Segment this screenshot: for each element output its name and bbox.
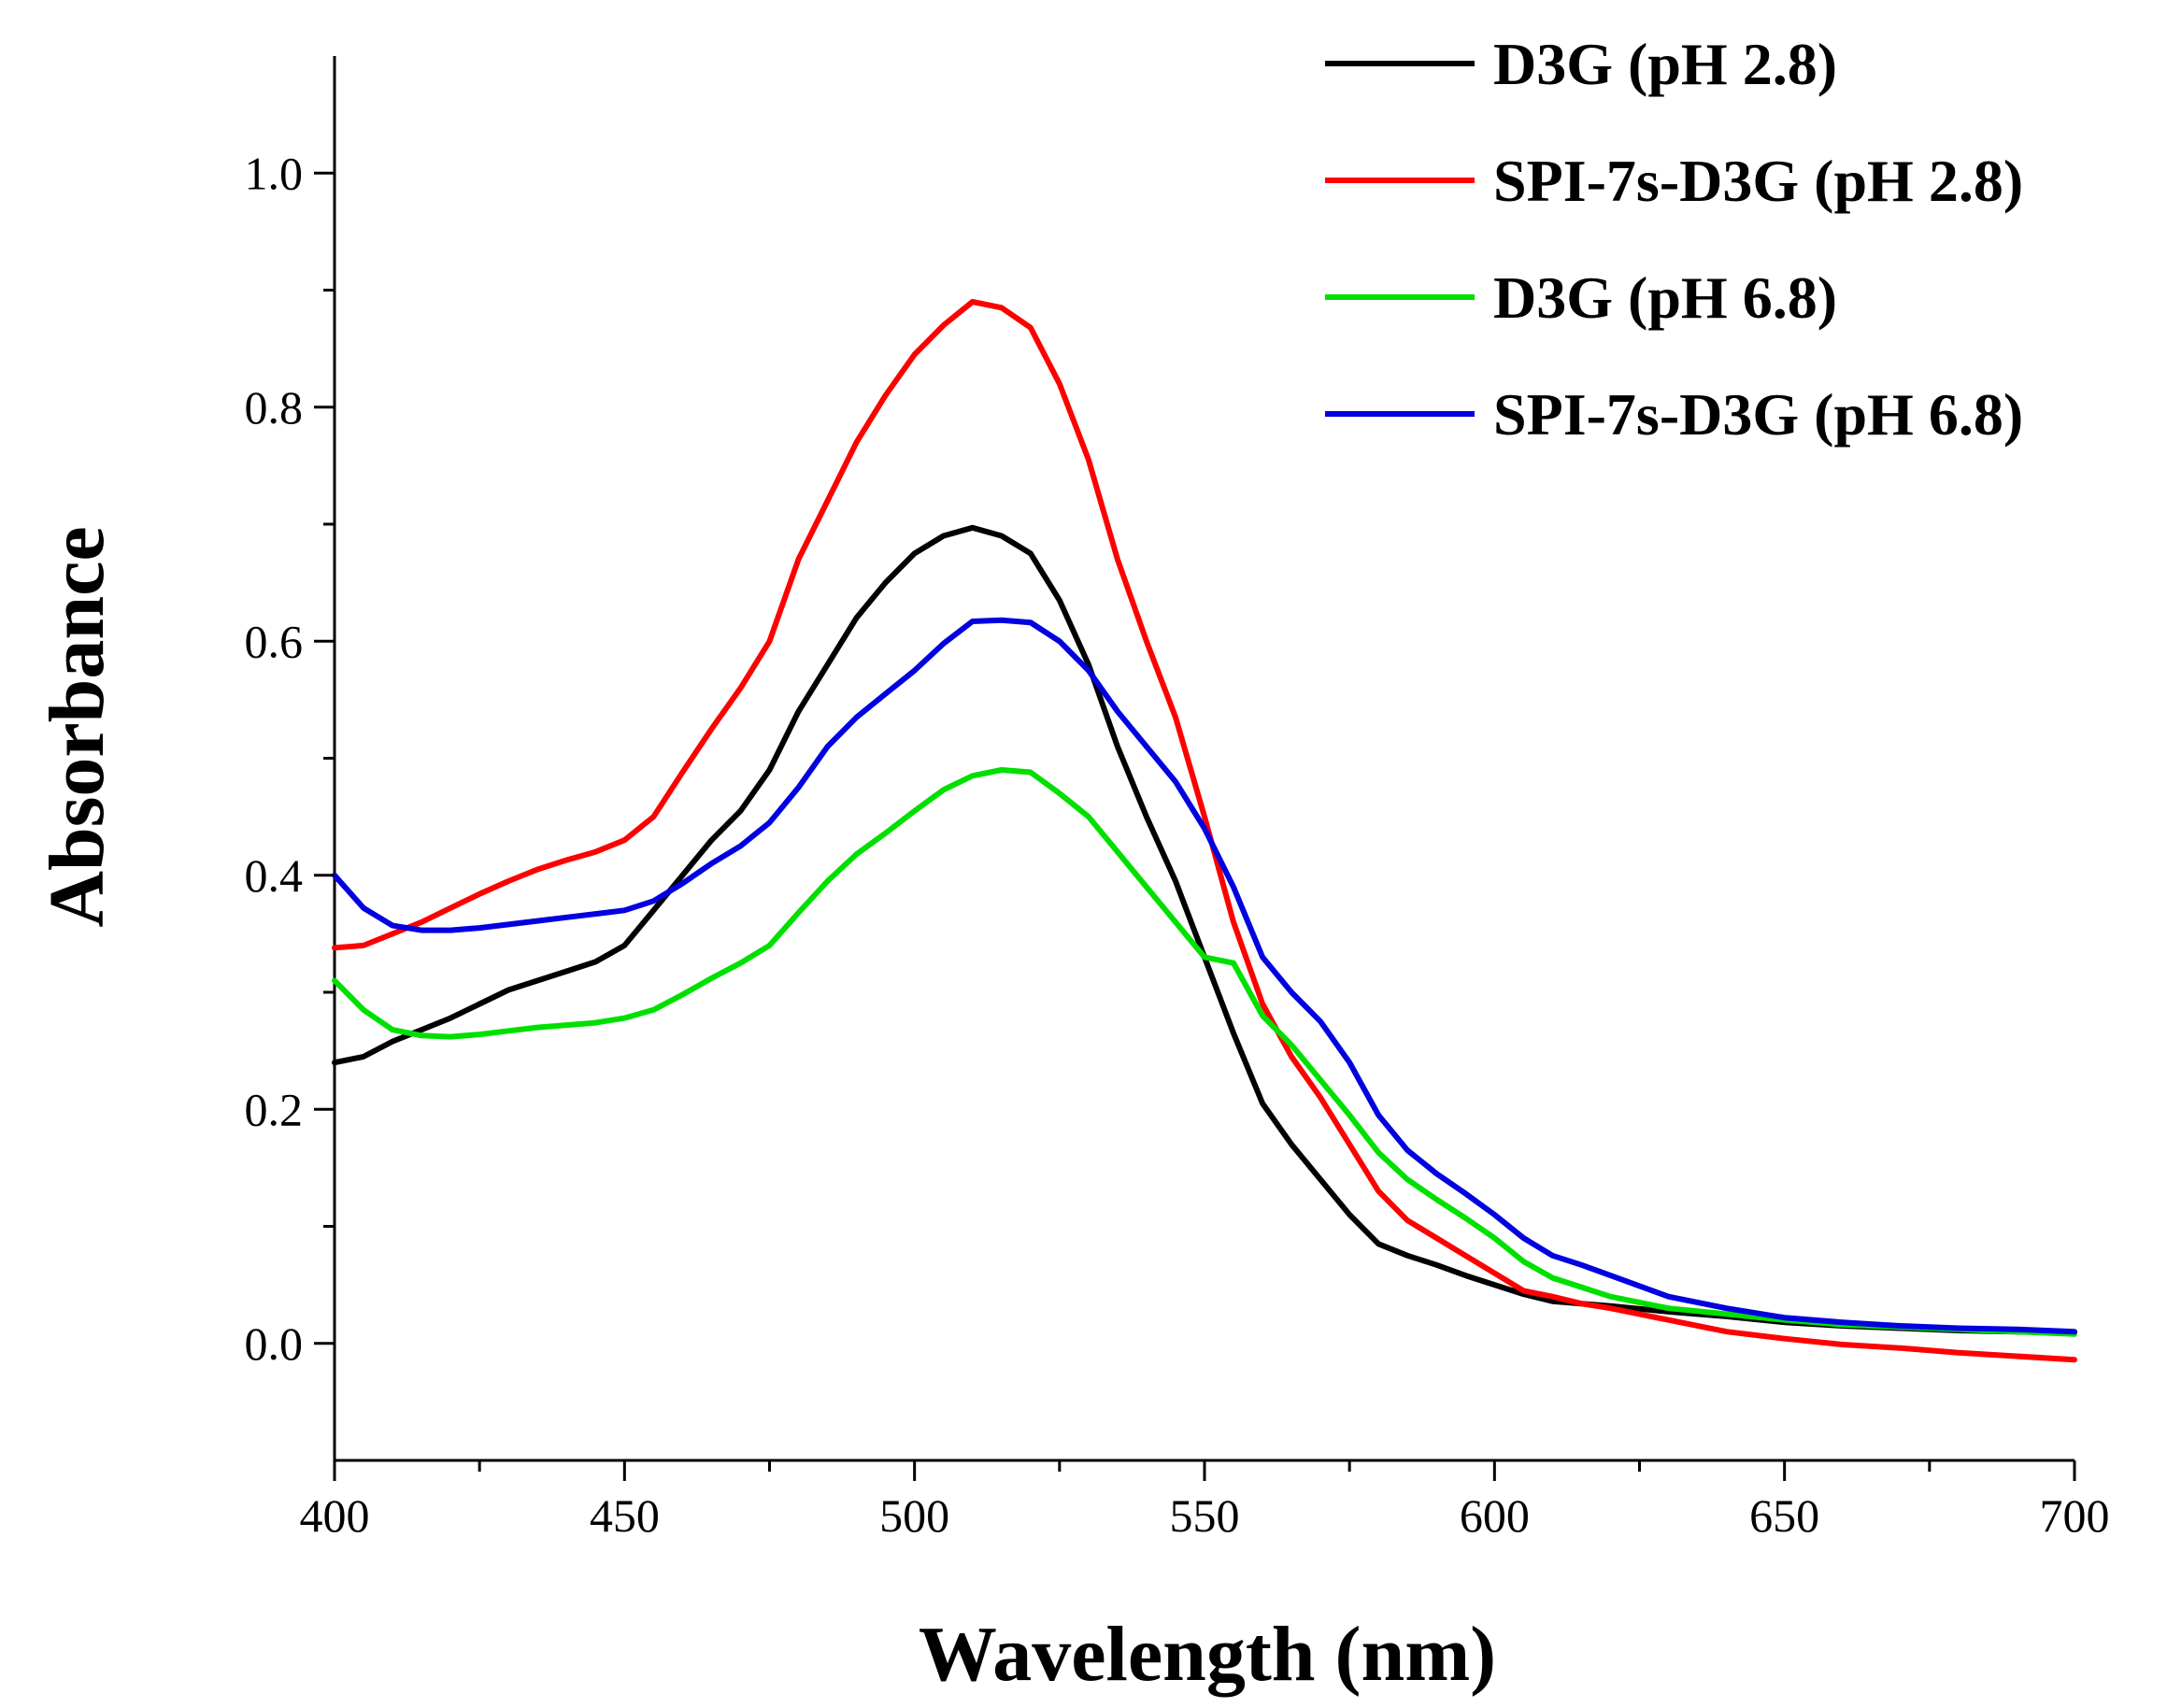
y-tick-label: 0.4 xyxy=(245,849,304,902)
y-tick-label: 0.2 xyxy=(245,1083,304,1135)
legend-label-4: SPI-7s-D3G (pH 6.8) xyxy=(1493,381,2023,448)
series-line-2 xyxy=(332,299,2077,1363)
legend: D3G (pH 2.8) SPI-7s-D3G (pH 2.8) D3G (pH 6… xyxy=(1325,31,2023,448)
x-axis-title: Wavelength (nm) xyxy=(919,1611,1496,1698)
x-tick-label: 450 xyxy=(590,1489,660,1542)
x-tick-label: 600 xyxy=(1460,1489,1530,1542)
legend-label-3: D3G (pH 6.8) xyxy=(1493,264,1837,331)
series-layer xyxy=(332,299,2077,1363)
y-axis-title: Absorbance xyxy=(34,526,121,927)
y-tick-label: 0.8 xyxy=(245,381,304,434)
x-tick-label: 650 xyxy=(1749,1489,1819,1542)
series-line-3 xyxy=(332,767,2077,1337)
y-tick-label: 0.6 xyxy=(245,615,304,667)
y-tick-label: 0.0 xyxy=(245,1317,304,1370)
x-tick-label: 500 xyxy=(879,1489,949,1542)
y-tick-label: 1.0 xyxy=(245,147,304,199)
legend-label-2: SPI-7s-D3G (pH 2.8) xyxy=(1493,148,2023,214)
ticks-layer: 400 450 500 550 600 650 700 0.0 0.2 0.4 0.6 0.8 1.0 xyxy=(245,147,2110,1542)
x-tick-label: 700 xyxy=(2040,1489,2110,1542)
legend-label-1: D3G (pH 2.8) xyxy=(1493,31,1837,97)
x-tick-label: 400 xyxy=(300,1489,370,1542)
x-tick-label: 550 xyxy=(1170,1489,1240,1542)
series-line-4 xyxy=(332,617,2077,1335)
